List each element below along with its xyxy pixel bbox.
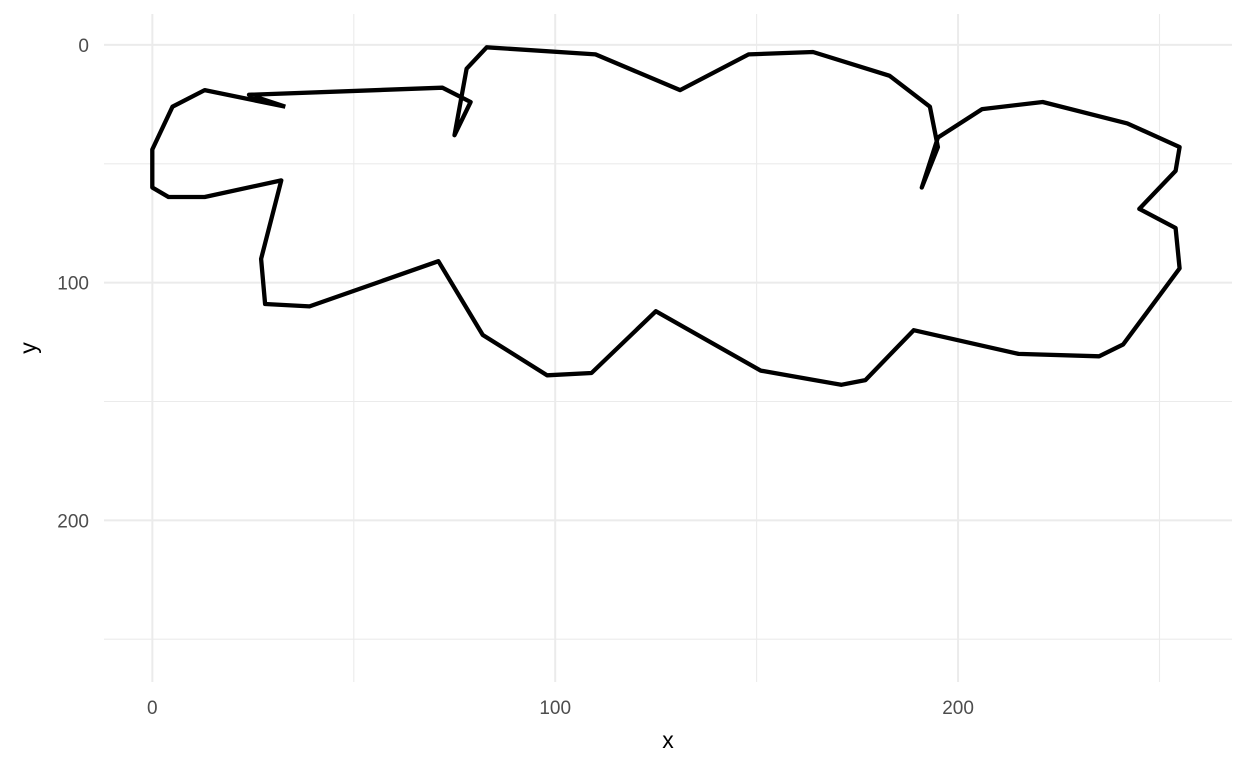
y-axis-title: y [15,342,41,354]
x-tick-label: 200 [942,698,974,719]
x-axis-title: x [662,727,674,753]
y-tick-label: 200 [57,511,89,532]
x-tick-label: 100 [539,698,571,719]
plot-area [150,45,1182,387]
y-tick-label: 100 [57,274,89,295]
series-line-0 [150,45,1182,387]
x-tick-label: 0 [147,698,158,719]
grid-lines [104,14,1232,682]
tick-labels: 0 100 200 0 100 200 [57,36,974,719]
y-tick-label: 0 [78,36,89,57]
